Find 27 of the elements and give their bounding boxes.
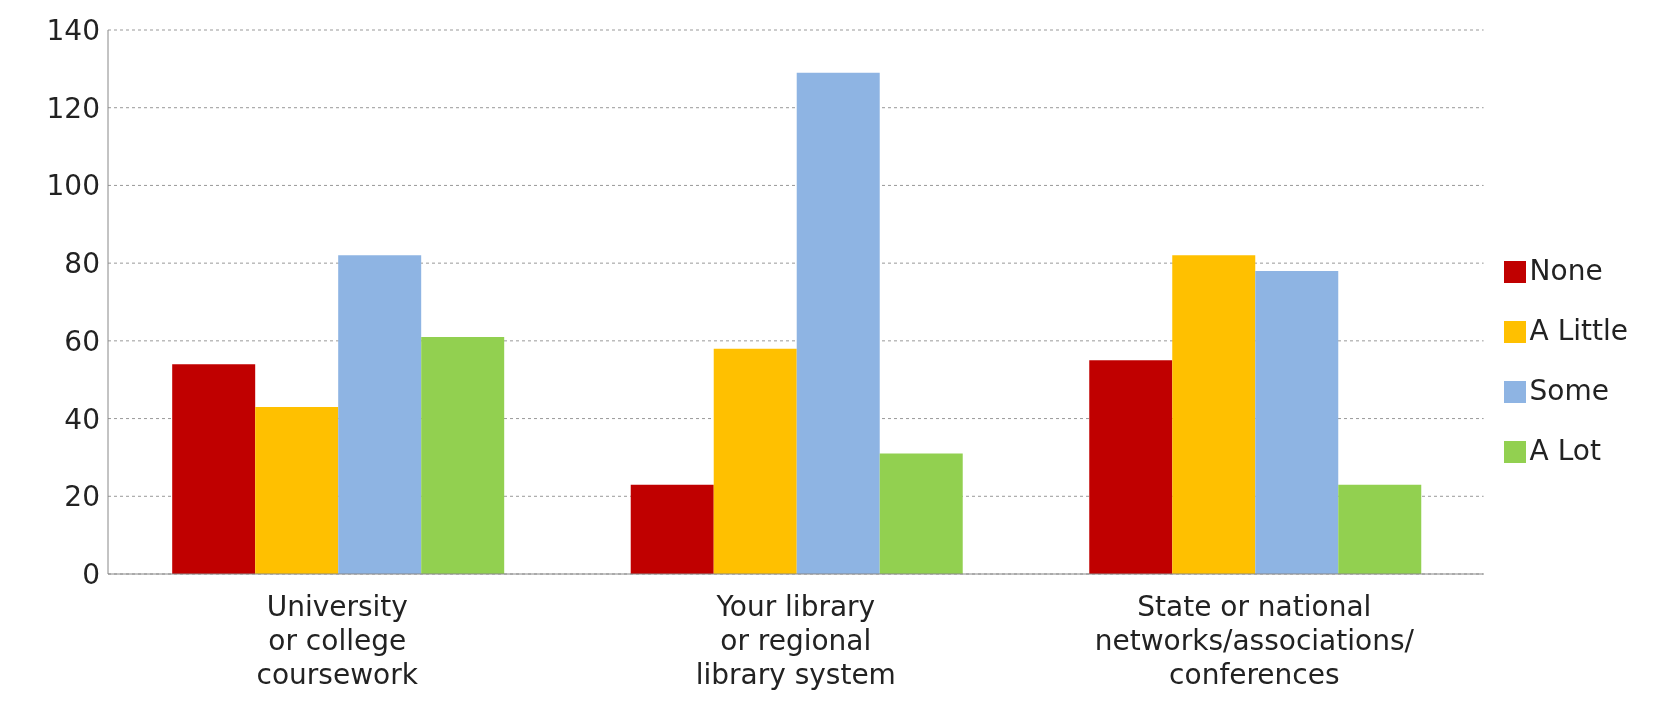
y-tick-label: 20 <box>64 480 100 514</box>
y-tick-label: 80 <box>64 247 100 281</box>
x-tick-label: University or college coursework <box>256 590 419 691</box>
bar <box>338 255 422 574</box>
legend-label: A Little <box>1529 314 1628 347</box>
bar <box>1338 484 1422 574</box>
y-tick-label: 100 <box>46 169 100 203</box>
y-tick-label: 0 <box>82 557 100 591</box>
y-tick-label: 120 <box>46 91 100 125</box>
bar <box>172 364 256 574</box>
x-tick-label: State or national networks/associations/ conferences <box>1094 590 1415 691</box>
bar <box>796 72 880 574</box>
bar <box>630 484 714 574</box>
bar <box>421 336 505 574</box>
y-tick-label: 140 <box>46 13 100 47</box>
bar <box>713 348 797 574</box>
bar <box>1255 270 1339 574</box>
y-tick-label: 60 <box>64 324 100 358</box>
y-tick-label: 40 <box>64 402 100 436</box>
bar <box>255 406 339 574</box>
legend-label: A Lot <box>1529 434 1601 467</box>
x-tick-label: Your library or regional library system <box>695 590 896 691</box>
legend-label: None <box>1529 254 1603 287</box>
bar <box>1089 360 1173 574</box>
legend-label: Some <box>1529 374 1609 407</box>
bar <box>1172 255 1256 574</box>
bar <box>879 453 963 574</box>
